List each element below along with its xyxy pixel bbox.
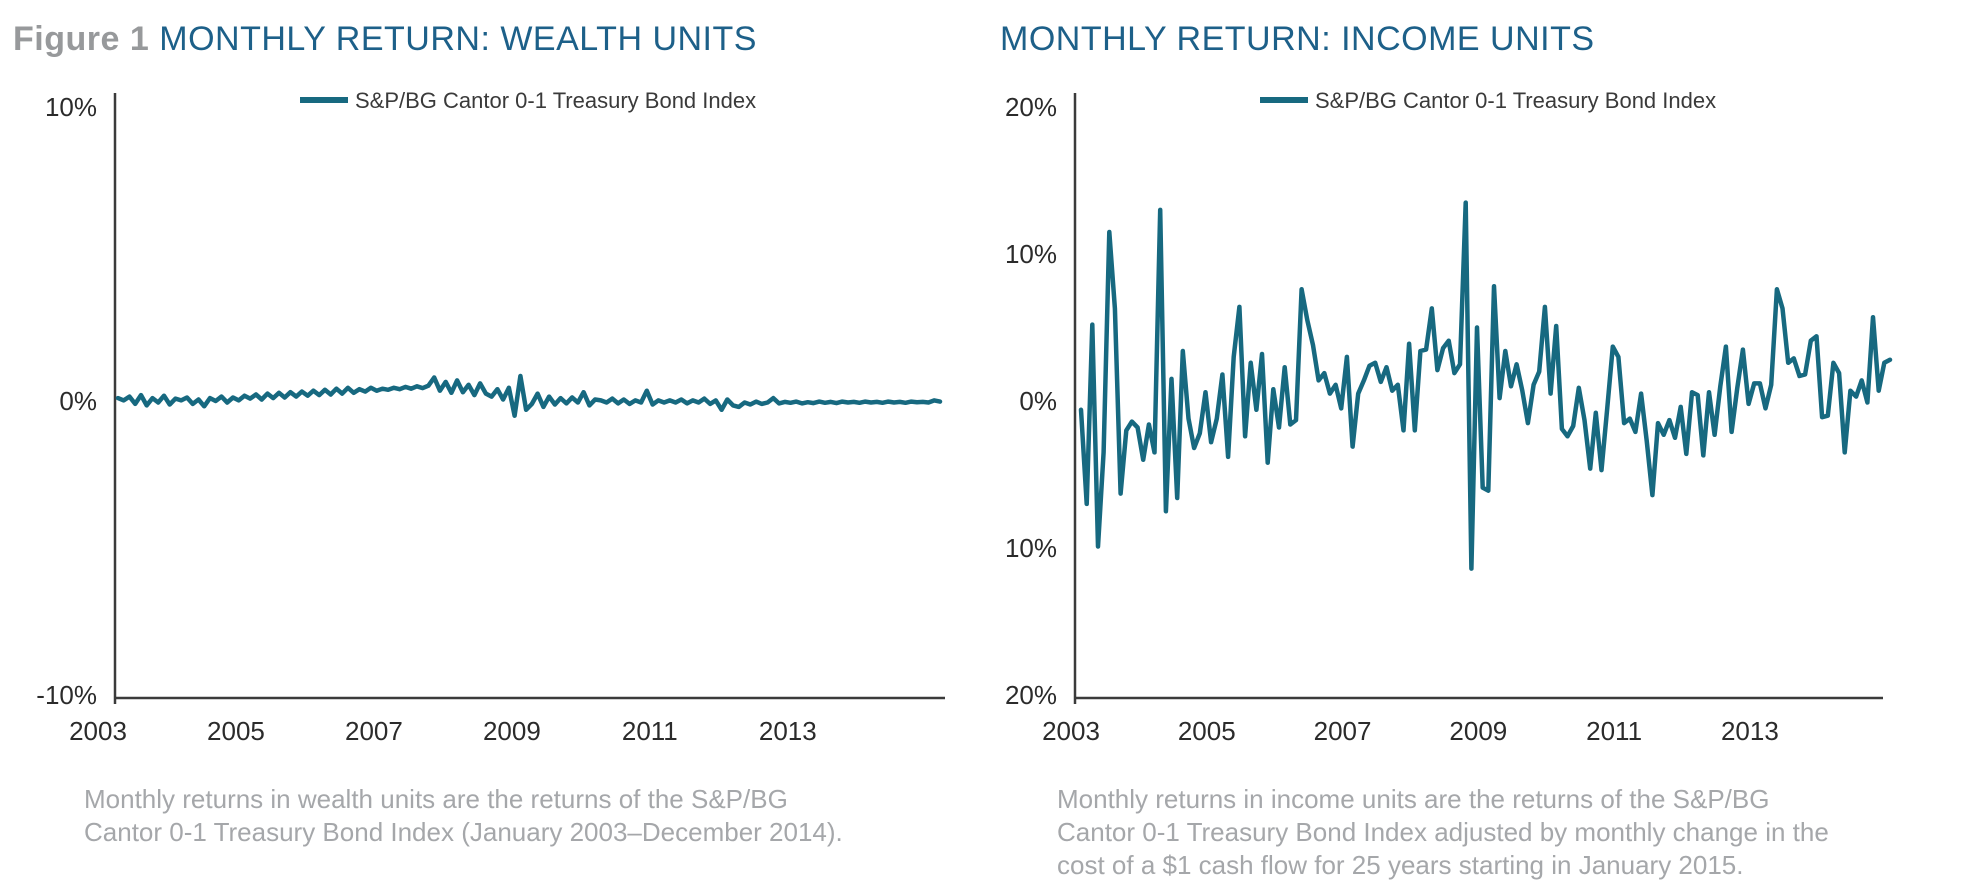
wealth-x-tick-label: 2011: [622, 716, 678, 746]
income-y-tick-label: 10%: [1005, 239, 1057, 269]
wealth-x-tick-label: 2013: [759, 716, 817, 746]
wealth-y-tick-label: 10%: [45, 92, 97, 122]
income-y-tick-label: 0%: [1019, 386, 1057, 416]
wealth-chart-title: MONTHLY RETURN: WEALTH UNITS: [159, 20, 757, 58]
income-x-tick-label: 2007: [1314, 716, 1372, 746]
caption-line: Cantor 0-1 Treasury Bond Index adjusted …: [1057, 817, 1829, 847]
caption-line: Monthly returns in income units are the …: [1057, 784, 1770, 814]
wealth-y-tick-label: 0%: [59, 386, 97, 416]
income-x-tick-label: 2011: [1586, 716, 1642, 746]
wealth-caption: Monthly returns in wealth units are the …: [84, 783, 989, 849]
income-caption: Monthly returns in income units are the …: [1057, 783, 1972, 882]
wealth-series-line: [115, 373, 943, 418]
income-series-line: [1078, 200, 1893, 571]
wealth-title-row: Figure 1 MONTHLY RETURN: WEALTH UNITS: [13, 20, 757, 59]
caption-line: cost of a $1 cash flow for 25 years star…: [1057, 850, 1744, 880]
wealth-x-tick-label: 2003: [69, 716, 127, 746]
wealth-x-tick-label: 2005: [207, 716, 265, 746]
caption-line: Cantor 0-1 Treasury Bond Index (January …: [84, 817, 843, 847]
income-x-tick-label: 2013: [1721, 716, 1779, 746]
income-y-tick-label: 20%: [1005, 680, 1057, 710]
caption-line: Monthly returns in wealth units are the …: [84, 784, 788, 814]
income-title-row: MONTHLY RETURN: INCOME UNITS: [1000, 20, 1595, 59]
income-x-tick-label: 2005: [1178, 716, 1236, 746]
wealth-x-tick-label: 2007: [345, 716, 403, 746]
income-x-tick-label: 2003: [1042, 716, 1100, 746]
wealth-legend-label: S&P/BG Cantor 0-1 Treasury Bond Index: [355, 88, 756, 113]
income-y-tick-label: 20%: [1005, 92, 1057, 122]
income-chart-title: MONTHLY RETURN: INCOME UNITS: [1000, 20, 1595, 58]
income-x-tick-label: 2009: [1449, 716, 1507, 746]
wealth-x-tick-label: 2009: [483, 716, 541, 746]
income-legend-label: S&P/BG Cantor 0-1 Treasury Bond Index: [1315, 88, 1716, 113]
figure-label: Figure 1: [13, 20, 150, 58]
wealth-y-tick-label: -10%: [36, 680, 97, 710]
income-y-tick-label: 10%: [1005, 533, 1057, 563]
